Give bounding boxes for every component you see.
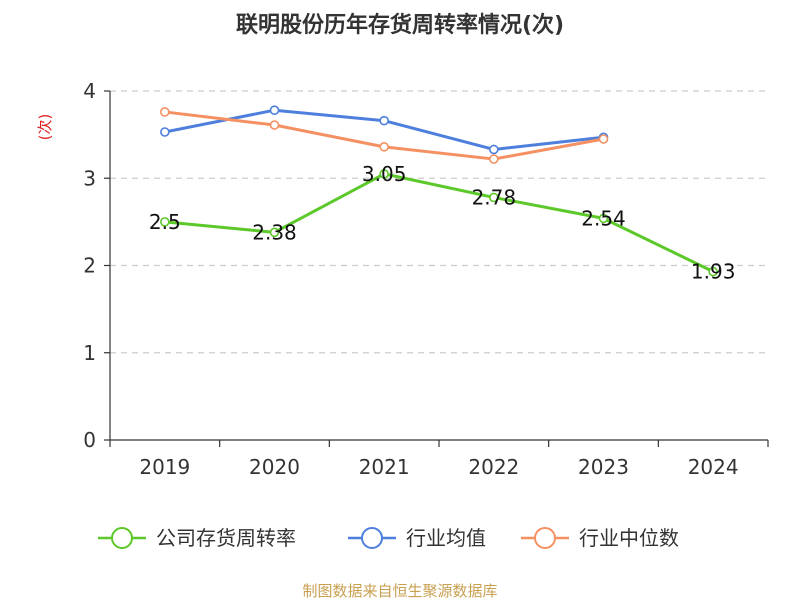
legend-item-2: 行业中位数 (521, 526, 679, 550)
series-1-point-2021 (379, 115, 389, 126)
series-1-point-2019 (160, 127, 170, 137)
grid-lines (110, 90, 768, 354)
series-0-point-2021 (379, 169, 389, 179)
series-line-0 (164, 172, 714, 273)
x-tick-label-2019: 2019 (139, 455, 190, 479)
x-tick-label-2020: 2020 (249, 455, 300, 479)
series-0-point-2022 (489, 192, 499, 203)
series-0 (160, 169, 718, 277)
series-0-point-2019 (160, 217, 170, 227)
series-2-point-2020 (269, 120, 280, 130)
y-axis-label: (次) (36, 114, 54, 141)
series-0-point-2023 (598, 213, 609, 224)
data-label-2021: 3.05 (362, 162, 407, 186)
legend-marker-2 (534, 527, 556, 549)
legend-marker-0 (111, 527, 133, 549)
data-labels: 2.5 2.38 3.05 2.78 2.54 1.93 (149, 162, 736, 284)
legend-marker-1 (361, 527, 383, 549)
legend-label-2: 行业中位数 (579, 526, 679, 550)
legend-label-1: 行业均值 (406, 526, 486, 550)
axes: 0 1 2 3 4 2019 2020 2021 2022 2023 2024 (83, 79, 769, 479)
source-note: 制图数据来自恒生聚源数据库 (302, 582, 497, 600)
legend-label-0: 公司存货周转率 (156, 526, 296, 550)
legend-item-1: 行业均值 (348, 526, 486, 550)
x-tick-label-2022: 2022 (468, 455, 519, 479)
series-1-point-2020 (269, 105, 280, 115)
series-1-point-2022 (489, 144, 499, 155)
series-0-point-2020 (269, 227, 280, 238)
legend: 公司存货周转率 行业均值 行业中位数 (98, 526, 679, 550)
x-tick-label-2021: 2021 (359, 455, 410, 479)
series-2-point-2022 (489, 154, 499, 164)
legend-item-0: 公司存货周转率 (98, 526, 296, 550)
y-tick-label-2: 2 (83, 254, 96, 278)
data-label-2022: 2.78 (472, 185, 517, 209)
chart-title: 联明股份历年存货周转率情况(次) (236, 12, 564, 38)
data-label-2019: 2.5 (149, 210, 181, 234)
data-label-2020: 2.38 (252, 220, 297, 244)
series-2 (160, 107, 609, 164)
y-tick-label-4: 4 (83, 79, 96, 103)
series-2-point-2023 (598, 134, 609, 144)
series-0-point-2024 (708, 266, 718, 277)
series-2-point-2019 (160, 107, 170, 117)
x-tick-label-2024: 2024 (688, 455, 739, 479)
series-2-point-2021 (379, 142, 389, 152)
x-tick-label-2023: 2023 (578, 455, 629, 479)
series-layer (160, 105, 718, 277)
y-tick-label-0: 0 (83, 428, 96, 452)
data-label-2023: 2.54 (581, 206, 626, 230)
data-label-2024: 1.93 (691, 260, 736, 284)
y-tick-label-1: 1 (83, 341, 96, 365)
y-tick-label-3: 3 (83, 166, 96, 190)
